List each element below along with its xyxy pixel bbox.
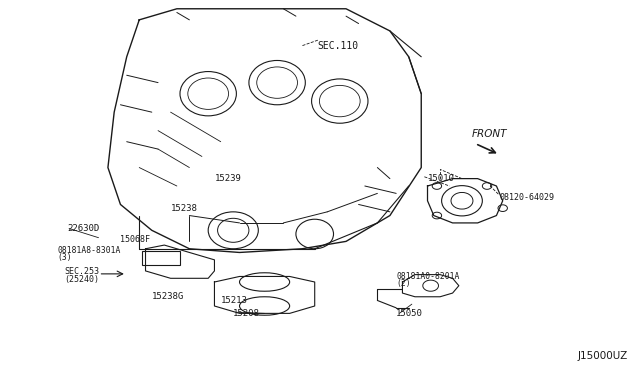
Text: 15238: 15238 bbox=[171, 203, 198, 213]
Text: 08120-64029: 08120-64029 bbox=[500, 193, 555, 202]
Bar bbox=[142, 251, 180, 265]
Text: 08181A8-8301A: 08181A8-8301A bbox=[58, 246, 121, 255]
Text: 15068F: 15068F bbox=[120, 235, 150, 244]
Text: 15010: 15010 bbox=[428, 174, 454, 183]
Text: 15213: 15213 bbox=[221, 296, 248, 305]
Text: (3): (3) bbox=[58, 253, 72, 263]
Text: 22630D: 22630D bbox=[67, 224, 99, 233]
Text: 15050: 15050 bbox=[396, 309, 423, 318]
Text: (25240): (25240) bbox=[64, 275, 99, 283]
Text: 15208: 15208 bbox=[233, 309, 260, 318]
Text: FRONT: FRONT bbox=[472, 129, 507, 139]
Text: 08181A0-8201A: 08181A0-8201A bbox=[396, 272, 460, 281]
Text: SEC.253: SEC.253 bbox=[64, 267, 99, 276]
Text: SEC.110: SEC.110 bbox=[318, 41, 359, 51]
Text: J15000UZ: J15000UZ bbox=[578, 351, 628, 361]
Text: (2): (2) bbox=[396, 279, 411, 288]
Text: 15238G: 15238G bbox=[152, 292, 184, 301]
Text: 15239: 15239 bbox=[214, 174, 241, 183]
